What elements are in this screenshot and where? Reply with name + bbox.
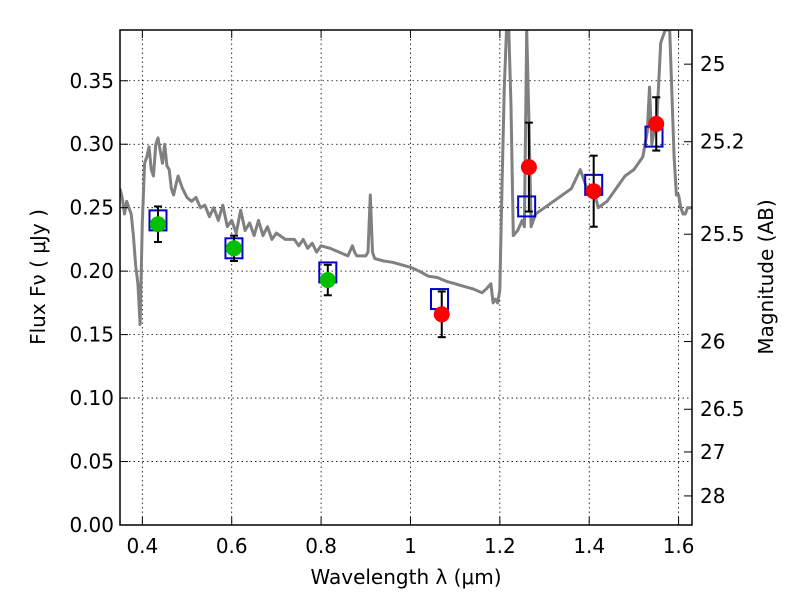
y-tick-label: 0.35: [69, 69, 114, 93]
y-tick-label: 0.00: [69, 513, 114, 537]
green-flux-point: [319, 272, 336, 289]
model-flux-square: [517, 195, 537, 218]
x-tick-label: 1: [404, 534, 417, 558]
x-tick-label: 0.8: [305, 534, 337, 558]
right-y-tick-label: 27: [700, 440, 725, 464]
right-y-tick-label: 26.5: [700, 397, 745, 421]
y-tick-label: 0.10: [69, 386, 114, 410]
spectrum-line: [120, 30, 692, 326]
x-tick-label: 1.2: [484, 534, 516, 558]
y-tick-label: 0.30: [69, 132, 114, 156]
red-flux-point: [433, 306, 450, 323]
red-flux-point: [585, 183, 602, 200]
right-y-tick-label: 25.2: [700, 130, 745, 154]
red-flux-point: [648, 115, 665, 132]
right-y-axis-label: Magnitude (AB): [754, 199, 778, 354]
y-tick-label: 0.15: [69, 323, 114, 347]
x-axis-label: Wavelength λ (μm): [310, 565, 501, 589]
tick-layer: 0.4 0.6 0.8 1 1.2 1.4 1.6 0.00 0.05 0.10 0.15 0.20 0…: [69, 30, 745, 558]
x-tick-label: 0.6: [216, 534, 248, 558]
y-tick-label: 0.20: [69, 259, 114, 283]
right-y-tick-label: 25: [700, 52, 725, 76]
right-y-tick-label: 26: [700, 330, 725, 354]
x-tick-label: 1.4: [573, 534, 605, 558]
green-flux-point: [149, 216, 166, 233]
x-tick-label: 1.6: [663, 534, 695, 558]
green-flux-point: [225, 240, 242, 257]
plot-frame: [119, 29, 693, 526]
x-tick-label: 0.4: [126, 534, 158, 558]
y-tick-label: 0.25: [69, 196, 114, 220]
right-y-tick-label: 25.5: [700, 222, 745, 246]
right-y-tick-label: 28: [700, 484, 725, 508]
y-tick-label: 0.05: [69, 450, 114, 474]
data-layer: [120, 30, 692, 339]
red-flux-point: [520, 159, 537, 176]
y-axis-label: Flux Fν ( μJy ): [26, 209, 50, 345]
clipped-data: [120, 30, 692, 339]
